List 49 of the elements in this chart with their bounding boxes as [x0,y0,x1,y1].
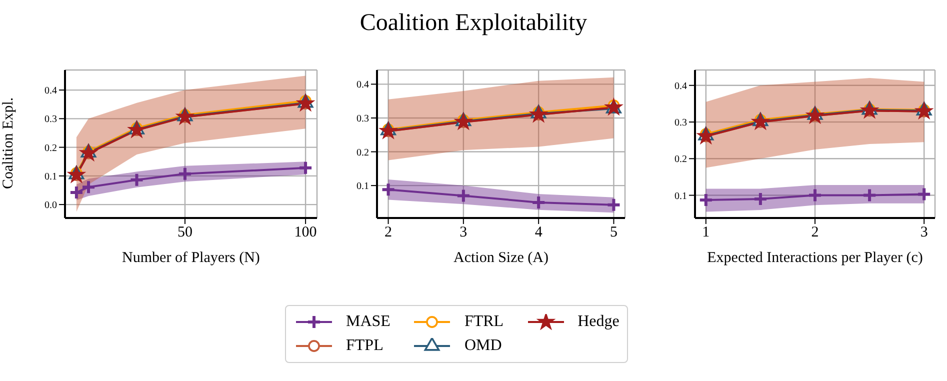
point [456,188,471,204]
x-axis-title: Action Size (A) [454,250,548,266]
point [129,172,144,188]
y-tick-label: 0.2 [674,154,687,166]
point [916,186,932,202]
point [606,197,622,212]
point [530,106,546,122]
legend-label: FTPL [346,337,384,355]
point [298,160,314,176]
point [81,180,96,195]
y-tick-label: 0.4 [356,80,369,91]
x-tick-label: 3 [460,224,468,241]
point [68,185,84,200]
y-tick-label: 0.1 [44,171,57,182]
x-tick-label: 4 [534,224,543,241]
legend-label: FTRL [464,313,504,331]
y-tick-label: 0.4 [44,86,57,97]
point [752,191,768,206]
legend-label: Hedge [578,313,620,331]
y-tick-label: 0.4 [674,80,687,92]
x-tick-label: 3 [920,224,928,241]
legend-label: MASE [346,313,390,331]
x-tick-label: 5 [610,224,618,241]
point [862,188,878,203]
y-tick-label: 0.2 [356,147,369,158]
point [531,194,546,210]
y-tick-label: 0.1 [356,181,369,192]
x-tick-label: 1 [702,224,710,241]
point [177,166,192,182]
y-tick-label: 0.0 [44,200,57,212]
y-tick-label: 0.3 [356,114,369,125]
x-tick-label: 50 [177,224,192,241]
point [68,166,84,182]
point [698,192,714,208]
y-tick-label: 0.3 [44,114,57,126]
y-tick-label: 0.1 [674,190,687,202]
y-axis-title: Coalition Expl. [0,97,16,189]
x-axis-title: Expected Interactions per Player (c) [707,250,923,266]
point [380,122,396,138]
x-tick-label: 2 [811,224,819,241]
y-tick-label: 0.2 [44,142,57,154]
legend-label: OMD [464,337,502,355]
point [808,188,822,203]
x-tick-label: 2 [384,224,392,241]
chart-title: Coalition Exploitability [358,10,588,37]
point [380,182,396,198]
x-axis-title: Number of Players (N) [122,250,260,266]
y-tick-label: 0.3 [674,118,687,129]
x-tick-label: 100 [294,224,317,241]
